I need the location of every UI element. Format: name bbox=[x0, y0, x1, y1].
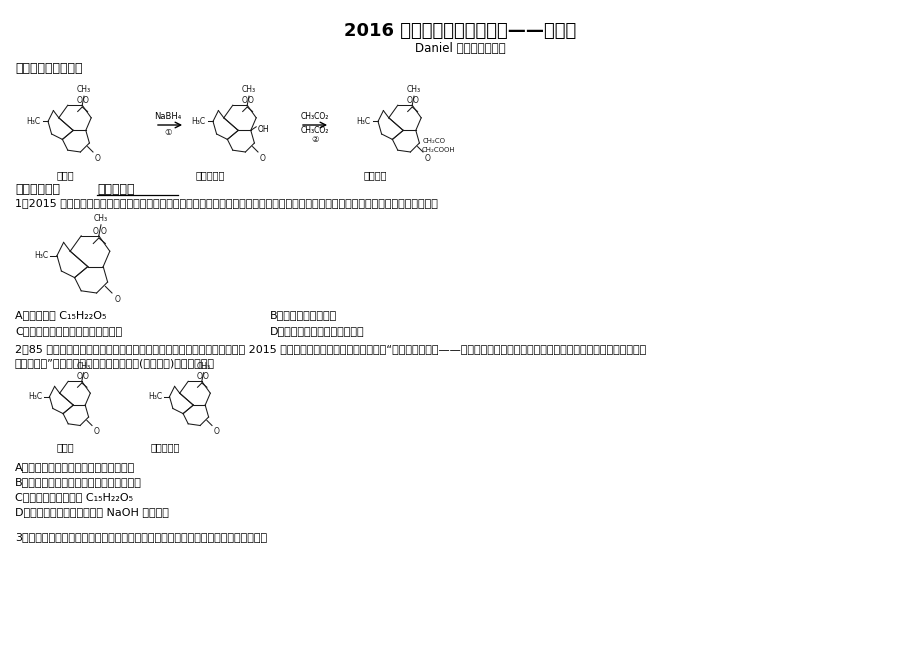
Text: 人的生命。”下列关于青蒿素和双氢青蒿素(结构如图)说法错误的是: 人的生命。”下列关于青蒿素和双氢青蒿素(结构如图)说法错误的是 bbox=[15, 358, 215, 368]
Text: 双氢青蒿素: 双氢青蒿素 bbox=[150, 442, 179, 452]
Text: 双氢青蒿素: 双氢青蒿素 bbox=[195, 170, 224, 180]
Text: O: O bbox=[202, 372, 208, 382]
Text: H₃C: H₃C bbox=[357, 117, 370, 126]
Text: O: O bbox=[83, 96, 88, 105]
Text: O: O bbox=[93, 227, 98, 236]
Text: O: O bbox=[100, 227, 106, 236]
Text: 青蒿素与双氢青蒿素: 青蒿素与双氢青蒿素 bbox=[15, 62, 83, 75]
Text: O: O bbox=[259, 154, 266, 162]
Text: CH₃: CH₃ bbox=[76, 362, 90, 371]
Text: O: O bbox=[213, 427, 220, 436]
Text: C．青蒿素的分子式为 C₁₅H₂₂O₅: C．青蒿素的分子式为 C₁₅H₂₂O₅ bbox=[15, 492, 133, 502]
Text: H₃C: H₃C bbox=[148, 392, 163, 401]
Text: CH₃CO₂: CH₃CO₂ bbox=[301, 112, 329, 121]
Text: CH₃: CH₃ bbox=[77, 85, 91, 94]
Text: D．碱性条件下能发生水解反应: D．碱性条件下能发生水解反应 bbox=[269, 326, 364, 336]
Text: O: O bbox=[82, 372, 88, 382]
Text: 不定项选择: 不定项选择 bbox=[96, 183, 134, 196]
Text: 2016 年全国高考热点透视之——青蒿素: 2016 年全国高考热点透视之——青蒿素 bbox=[344, 22, 575, 40]
Text: 2．85 岁中国女药学家屠呦呦因创制新型抗疟药青蒿素和双氢青蒿素而获得 2015 年诺贝尔生理学医学奖，颁奖理由是“因为发现青蒿素——一种用于治疗疟疾的药物，拯: 2．85 岁中国女药学家屠呦呦因创制新型抗疟药青蒿素和双氢青蒿素而获得 2015… bbox=[15, 344, 645, 354]
Text: B．具有较强的还原性: B．具有较强的还原性 bbox=[269, 310, 337, 320]
Text: 青蒿琥酯: 青蒿琥酯 bbox=[363, 170, 386, 180]
Text: O: O bbox=[242, 96, 247, 105]
Text: ②: ② bbox=[311, 135, 318, 144]
Text: B．青蒿素和双氢青蒿素均能发生取代反应: B．青蒿素和双氢青蒿素均能发生取代反应 bbox=[15, 477, 142, 487]
Text: O: O bbox=[95, 154, 100, 162]
Text: H₃C: H₃C bbox=[34, 251, 48, 260]
Text: CH₂COOH: CH₂COOH bbox=[421, 147, 454, 153]
Text: CH₃: CH₃ bbox=[406, 85, 421, 94]
Text: NaBH₄: NaBH₄ bbox=[154, 112, 181, 121]
Text: 注意选择题为: 注意选择题为 bbox=[15, 183, 60, 196]
Text: C．可用蒸馏水提取植物中的青蒿素: C．可用蒸馏水提取植物中的青蒿素 bbox=[15, 326, 122, 336]
Text: A．青蒿素和双氢青蒿素互为同分异构体: A．青蒿素和双氢青蒿素互为同分异构体 bbox=[15, 462, 135, 472]
Text: O: O bbox=[114, 295, 120, 304]
Text: H₃C: H₃C bbox=[27, 117, 40, 126]
Text: A．分子式为 C₁₅H₂₂O₅: A．分子式为 C₁₅H₂₂O₅ bbox=[15, 310, 107, 320]
Text: 3．青蒿琥酯是治疗疟疾的首选药，可由青蒿素两步合成得到。下列有关说法正确的是: 3．青蒿琥酯是治疗疟疾的首选药，可由青蒿素两步合成得到。下列有关说法正确的是 bbox=[15, 532, 267, 542]
Text: O: O bbox=[247, 96, 254, 105]
Text: O: O bbox=[196, 372, 202, 382]
Text: H₃C: H₃C bbox=[191, 117, 206, 126]
Text: ①: ① bbox=[165, 128, 172, 137]
Text: O: O bbox=[425, 154, 430, 162]
Text: CH₃: CH₃ bbox=[242, 85, 255, 94]
Text: O: O bbox=[406, 96, 412, 105]
Text: H₃C: H₃C bbox=[28, 392, 42, 401]
Text: 1．2015 年，中国科学家屠呦呦因发现治疗疟疾的药物青蒿素获得了诺贝尔奖。青蒿素的结构如图所示，下列有关青蒿素的说法中正确的是: 1．2015 年，中国科学家屠呦呦因发现治疗疟疾的药物青蒿素获得了诺贝尔奖。青蒿… bbox=[15, 198, 437, 208]
Text: O: O bbox=[76, 372, 82, 382]
Text: Daniel 高考研究院命题: Daniel 高考研究院命题 bbox=[414, 42, 505, 55]
Text: CH₂CO: CH₂CO bbox=[423, 138, 446, 144]
Text: OH: OH bbox=[257, 125, 269, 134]
Text: O: O bbox=[94, 427, 99, 436]
Text: CH₃CO₂: CH₃CO₂ bbox=[301, 126, 329, 135]
Text: CH₃: CH₃ bbox=[94, 214, 108, 222]
Text: CH₃: CH₃ bbox=[197, 362, 210, 371]
Text: O: O bbox=[413, 96, 418, 105]
Text: D．青蒿素在一定条件下能与 NaOH 溶液反应: D．青蒿素在一定条件下能与 NaOH 溶液反应 bbox=[15, 507, 169, 517]
Text: O: O bbox=[76, 96, 83, 105]
Text: 青蒿素: 青蒿素 bbox=[56, 170, 74, 180]
Text: 青蒿素: 青蒿素 bbox=[56, 442, 74, 452]
